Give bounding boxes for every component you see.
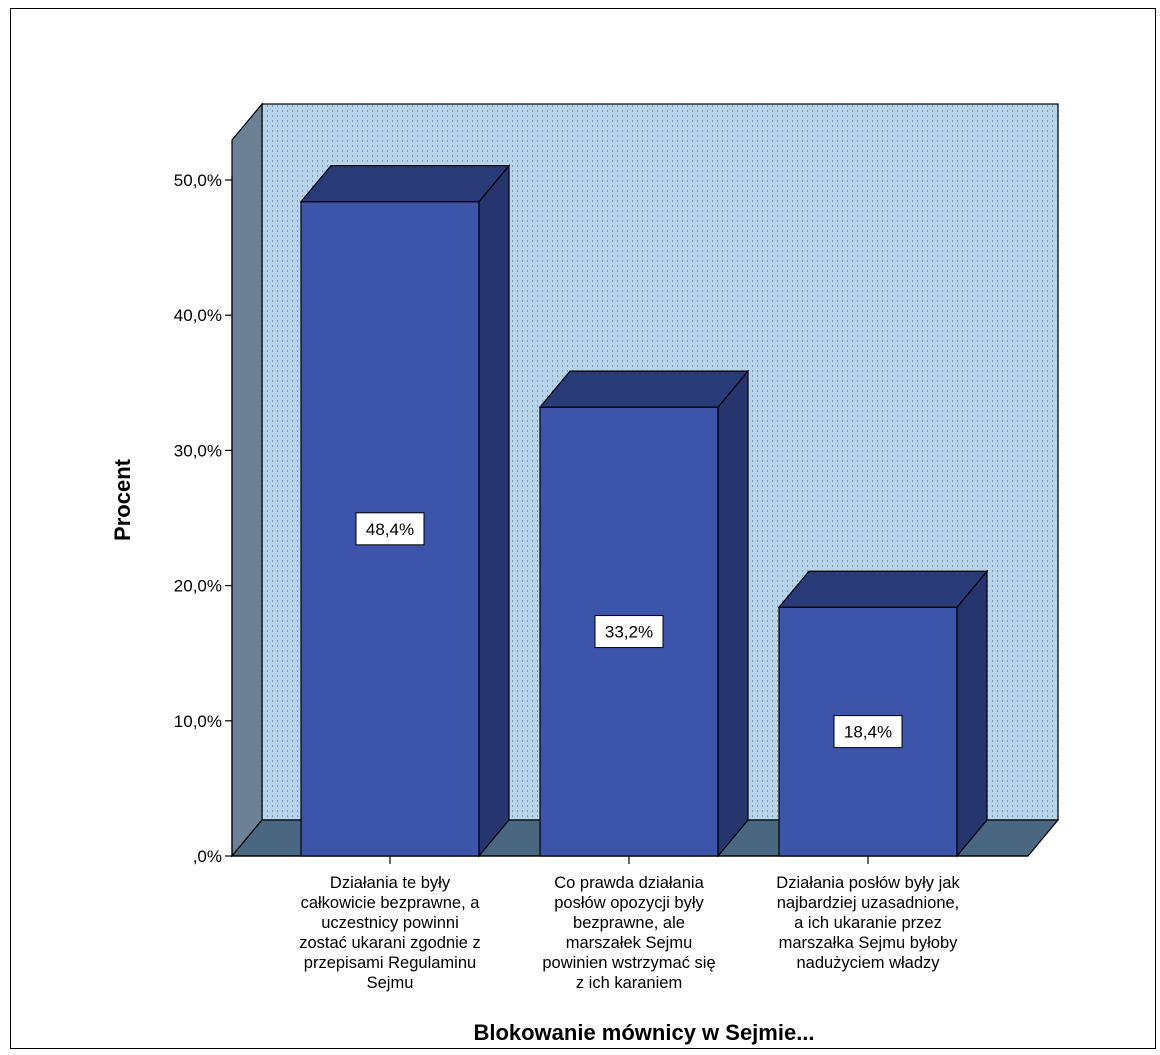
bar-top bbox=[538, 370, 750, 408]
data-label-box bbox=[594, 615, 664, 649]
x-category-label-line: całkowicie bezprawne, a bbox=[301, 894, 481, 912]
x-category-label-line: najbardziej uzasadnione, bbox=[777, 894, 960, 912]
x-category-label-line: marszałka Sejmu byłoby bbox=[779, 934, 959, 952]
x-category-label-line: zostać ukarani zgodnie z bbox=[299, 934, 481, 952]
y-tick-label: 40,0% bbox=[174, 306, 222, 325]
y-tick-label: 30,0% bbox=[174, 441, 222, 460]
y-tick-label: 50,0% bbox=[174, 171, 222, 190]
y-tick-label: ,0% bbox=[193, 847, 222, 866]
bar-side bbox=[717, 369, 749, 858]
y-tick-label: 20,0% bbox=[174, 577, 222, 596]
x-category-label-line: nadużyciem władzy bbox=[796, 954, 940, 972]
x-category-label: Działania te były całkowicie bezprawne, a… bbox=[299, 874, 481, 992]
x-category-label-line: uczestnicy powinni bbox=[321, 914, 459, 932]
x-category-label: Działania posłów były jak najbardziej uza… bbox=[776, 874, 960, 972]
x-category-label-line: przepisami Regulaminu bbox=[304, 954, 476, 972]
x-category-label-line: bezprawne, ale bbox=[573, 914, 685, 932]
data-label: 48,4% bbox=[366, 520, 414, 539]
x-category-label-line: z ich karaniem bbox=[576, 974, 682, 992]
data-label: 33,2% bbox=[605, 623, 653, 642]
x-category-label-line: marszałek Sejmu bbox=[566, 934, 693, 952]
x-category-label-line: Co prawda działania bbox=[554, 874, 704, 892]
x-category-label-line: Sejmu bbox=[367, 974, 414, 992]
x-category-label-line: Działania te były bbox=[330, 874, 451, 892]
data-label-box bbox=[833, 715, 903, 749]
plot-left-wall bbox=[231, 102, 263, 858]
x-category-label: Co prawda działania posłów opozycji były b… bbox=[542, 874, 715, 992]
data-label-box bbox=[355, 512, 425, 546]
x-axis-title: Blokowanie mównicy w Sejmie... bbox=[473, 1020, 814, 1045]
x-category-label-line: powinien wstrzymać się bbox=[542, 954, 715, 972]
data-label: 18,4% bbox=[844, 723, 892, 742]
y-axis-title: Procent bbox=[110, 458, 135, 541]
y-tick-label: 10,0% bbox=[174, 712, 222, 731]
x-category-label-line: Działania posłów były jak bbox=[776, 874, 960, 892]
bar-top bbox=[777, 570, 989, 608]
x-category-label-line: a ich ukaranie przez bbox=[794, 914, 942, 932]
bar-top bbox=[299, 165, 511, 203]
bar-side bbox=[956, 569, 988, 858]
bar-side bbox=[478, 163, 510, 858]
x-category-label-line: posłów opozycji były bbox=[554, 894, 704, 912]
